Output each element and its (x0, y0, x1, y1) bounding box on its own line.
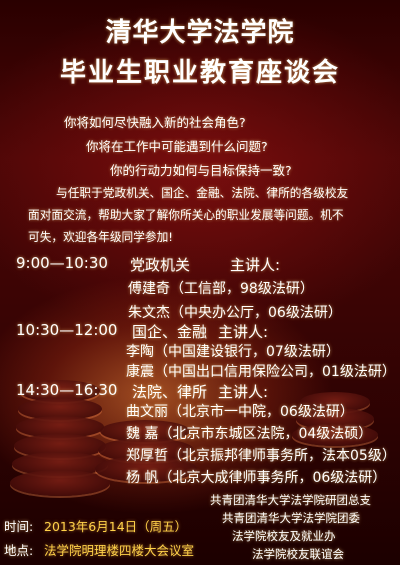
intro-line-1: 与任职于党政机关、国企、金融、法院、律所的各级校友 (56, 186, 349, 200)
poster-title-line1: 清华大学法学院 (105, 18, 295, 48)
session-1-speaker-label: 主讲人: (230, 256, 281, 274)
organizer-3: 法学院校友及就业办 (232, 529, 336, 543)
session-3-time: 14:30—16:30 (16, 381, 118, 399)
session-3-speaker-3: 郑厚哲（北京振邦律师事务所，法本05级） (126, 448, 396, 464)
intro-line-3: 可失，欢迎各年级同学参加! (28, 230, 173, 244)
organizer-4: 法学院校友联谊会 (252, 547, 344, 561)
place-label: 地点: (4, 543, 34, 558)
session-3-speaker-2: 魏 嘉（北京市东城区法院，04级法硕） (126, 426, 373, 442)
session-2-speaker-label: 主讲人: (218, 323, 269, 341)
session-1-time: 9:00—10:30 (16, 254, 108, 272)
date-label: 时间: (4, 519, 34, 534)
question-3: 你的行动力如何与目标保持一致? (110, 163, 292, 178)
date-value: 2013年6月14日（周五） (44, 519, 188, 534)
organizer-2: 共青团清华大学法学院团委 (222, 511, 360, 525)
session-1-speaker-2: 朱文杰（中央办公厅，06级法研） (128, 305, 342, 321)
session-3-speaker-label: 主讲人: (218, 383, 269, 401)
session-2-time: 10:30—12:00 (16, 321, 118, 339)
session-3-speaker-4: 杨 帆（北京大成律师事务所，06级法研） (126, 470, 387, 486)
session-3-topic: 法院、律所 (132, 383, 208, 401)
poster-title-line2: 毕业生职业教育座谈会 (59, 58, 340, 88)
intro-line-2: 面对面交流，帮助大家了解你所关心的职业发展等问题。机不 (28, 208, 344, 222)
session-2-speaker-1: 李陶（中国建设银行，07级法研） (126, 344, 340, 360)
session-2-speaker-2: 康震（中国出口信用保险公司，01级法研） (126, 364, 396, 380)
session-3-speaker-1: 曲文丽（北京市一中院，06级法研） (126, 404, 354, 420)
place-value: 法学院明理楼四楼大会议室 (44, 543, 195, 558)
question-1: 你将如何尽快融入新的社会角色? (64, 115, 246, 130)
question-2: 你将在工作中可能遇到什么问题? (86, 139, 268, 154)
organizer-1: 共青团清华大学法学院研团总支 (210, 493, 371, 507)
session-2-topic: 国企、金融 (132, 323, 208, 341)
session-1-topic: 党政机关 (130, 256, 191, 274)
session-1-speaker-1: 傅建奇（工信部，98级法研） (128, 281, 314, 297)
